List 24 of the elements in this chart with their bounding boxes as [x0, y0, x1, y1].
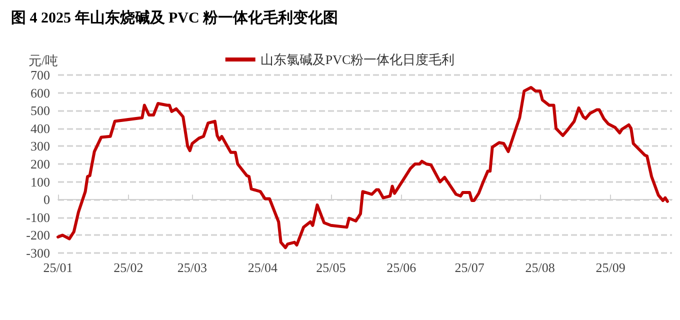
y-tick-label: 300	[30, 138, 50, 154]
y-tick-label: -100	[26, 210, 50, 225]
y-tick-label: 600	[30, 85, 50, 100]
x-tick-label: 25/02	[114, 260, 144, 275]
y-tick-label: 100	[30, 174, 50, 190]
x-tick-label: 25/07	[454, 260, 485, 275]
chart-title: 图 4 2025 年山东烧碱及 PVC 粉一体化毛利变化图	[11, 8, 338, 26]
x-tick-label: 25/09	[596, 260, 626, 275]
legend-label: 山东氯碱及PVC粉一体化日度毛利	[260, 52, 455, 67]
y-tick-label: 200	[30, 156, 50, 172]
y-tick-label: -200	[26, 228, 50, 243]
x-tick-label: 25/06	[386, 260, 417, 275]
y-tick-label: -300	[26, 246, 50, 260]
line-series	[56, 86, 669, 250]
y-axis-title: 元/吨	[28, 53, 58, 68]
x-tick-label: 25/03	[177, 260, 207, 275]
y-tick-label: 0	[44, 192, 50, 208]
y-tick-label: 700	[30, 68, 50, 82]
x-tick-label: 25/05	[316, 260, 346, 275]
y-tick-label: 400	[30, 120, 50, 136]
x-tick-label: 25/01	[43, 260, 73, 275]
x-tick-label: 25/08	[525, 260, 555, 275]
x-tick-label: 25/04	[248, 260, 278, 275]
y-tick-label: 500	[30, 103, 50, 118]
